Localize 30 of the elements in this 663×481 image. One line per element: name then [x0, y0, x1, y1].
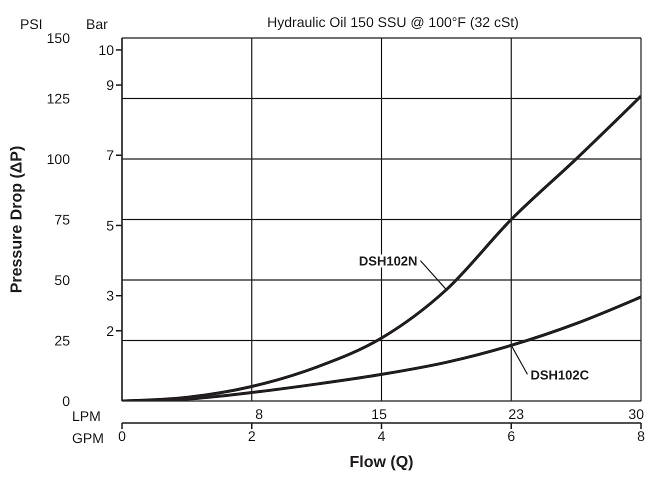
chart-title: Hydraulic Oil 150 SSU @ 100°F (32 cSt) — [266, 14, 520, 30]
y-tick-label: 75 — [54, 211, 70, 228]
x-axis-title: Flow (Q) — [350, 454, 414, 471]
text: LPM — [72, 408, 101, 424]
text: Bar — [86, 16, 108, 32]
y-axis-title: Pressure Drop (ΔP) — [8, 146, 26, 294]
y-tick-label: 25 — [54, 332, 70, 348]
y2-tick-label: 5 — [106, 217, 114, 234]
x-tick-label: 6 — [507, 428, 516, 444]
y-tick-label: 150 — [46, 30, 70, 46]
x-tick-label: 8 — [637, 428, 646, 444]
x-tick-label: 4 — [378, 428, 386, 444]
text: PSI — [20, 16, 43, 32]
y-tick-label: 100 — [46, 150, 70, 167]
x2-tick-label: 23 — [508, 406, 524, 422]
y-tick-label: 125 — [46, 90, 70, 106]
x2-tick-label: 30 — [628, 406, 644, 422]
x-tick-label: 2 — [248, 428, 256, 444]
y-tick-label: 0 — [62, 392, 70, 409]
text: DSH102C — [530, 367, 590, 382]
x-tick-label: 0 — [118, 428, 126, 444]
x2-tick-label: 8 — [255, 406, 264, 422]
x2-tick-label: 15 — [371, 406, 388, 422]
y2-tick-label: 2 — [106, 322, 114, 339]
y-tick-label: 50 — [54, 272, 70, 288]
text: GPM — [72, 430, 104, 446]
y2-tick-label: 7 — [106, 147, 114, 164]
y2-tick-label: 3 — [106, 288, 114, 304]
y2-tick-label: 10 — [98, 42, 114, 58]
y2-tick-label: 9 — [106, 77, 114, 94]
